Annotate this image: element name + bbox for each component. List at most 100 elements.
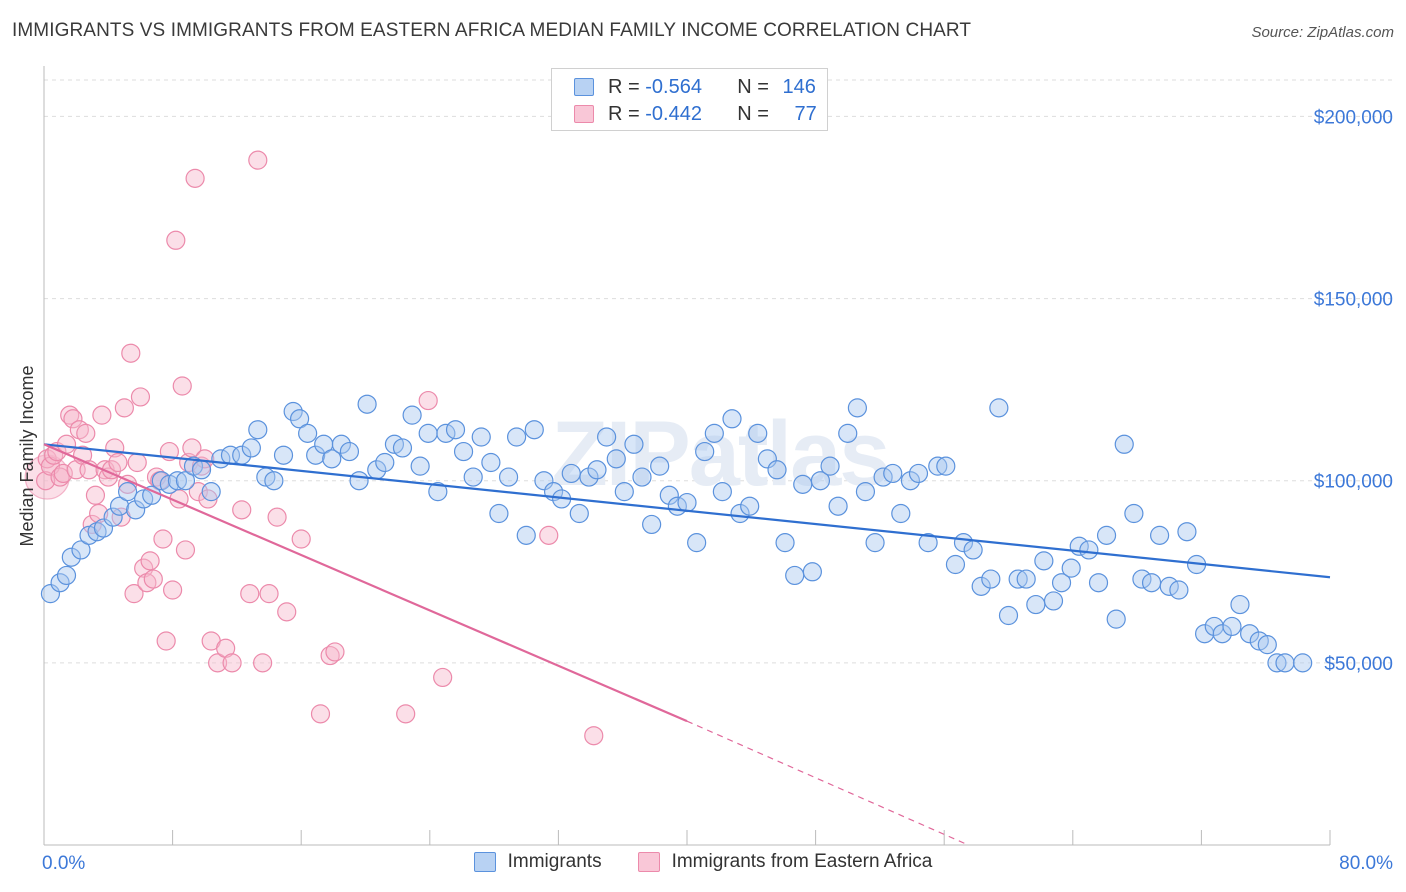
point-immigrants [873,467,893,487]
point-immigrants [614,482,634,502]
point-immigrants [712,482,732,502]
point-immigrants [740,496,760,516]
point-eastern-africa [267,507,287,527]
legend-swatch-pink [574,105,594,123]
point-immigrants [722,409,742,429]
point-immigrants [349,471,369,491]
point-eastern-africa [291,529,311,549]
point-immigrants [524,420,544,440]
point-eastern-africa [121,343,141,363]
point-immigrants [918,533,938,553]
point-eastern-africa [53,463,73,484]
legend-r-value: -0.442 [645,102,702,125]
point-immigrants [298,423,318,443]
point-eastern-africa [63,409,83,429]
point-immigrants [695,441,715,462]
point-eastern-africa [108,452,128,473]
point-immigrants [730,503,750,524]
point-eastern-africa [433,667,453,688]
point-eastern-africa [60,405,80,425]
point-eastern-africa [76,423,96,443]
point-immigrants [61,547,81,567]
point-immigrants [1293,653,1313,673]
point-immigrants [1240,624,1260,644]
legend-swatch-blue [574,78,594,96]
point-eastern-africa [134,558,154,578]
point-eastern-africa [163,580,183,600]
legend-row-eastern-africa: R = -0.442 N = 77 [574,102,817,126]
point-eastern-africa [325,642,345,662]
point-immigrants [1016,569,1036,589]
point-eastern-africa [85,485,106,505]
legend-n-label: N = [737,102,775,125]
point-immigrants [322,449,342,469]
point-eastern-africa [69,420,89,440]
point-immigrants [900,471,921,491]
point-immigrants [445,420,466,440]
point-eastern-africa [172,376,192,396]
point-immigrants [264,471,284,491]
correlation-legend: R = -0.564 N = 146 R = -0.442 N = 77 [551,68,828,131]
point-immigrants [650,456,670,476]
point-immigrants [597,427,617,447]
point-immigrants [963,540,983,560]
point-immigrants [632,467,652,487]
point-immigrants [606,449,626,469]
point-immigrants [1177,522,1197,542]
point-immigrants [50,573,70,593]
point-immigrants [402,405,422,425]
point-immigrants [998,605,1019,626]
point-immigrants [1230,594,1250,615]
point-immigrants [516,525,536,545]
point-immigrants [453,441,474,462]
point-eastern-africa [175,540,196,560]
y-tick-label: $100,000 [1314,472,1393,493]
point-immigrants [687,533,707,553]
point-immigrants [1061,558,1081,578]
point-immigrants [1034,551,1054,571]
point-immigrants [569,503,589,524]
legend-n-value: 146 [782,75,816,98]
point-immigrants [883,463,903,484]
legend-row-immigrants: R = -0.564 N = 146 [574,75,816,99]
point-immigrants [704,423,724,443]
legend-swatch-pink [637,852,660,872]
point-immigrants [820,456,840,476]
point-immigrants [507,427,527,447]
trendline-immigrants [43,443,1331,579]
point-immigrants [175,471,196,491]
point-immigrants [40,584,61,604]
y-axis-label: Median Family Income [17,365,37,546]
point-immigrants [1051,573,1072,593]
point-immigrants [392,438,413,458]
trendline-eastern-africa-extension [686,720,969,846]
point-eastern-africa [50,467,70,487]
point-eastern-africa [396,704,416,724]
point-eastern-africa [253,653,273,673]
point-immigrants [642,514,662,535]
point-immigrants [1141,573,1162,593]
point-immigrants [989,398,1009,418]
point-immigrants [855,482,876,502]
point-immigrants [561,463,581,484]
point-eastern-africa [166,230,186,250]
point-immigrants [1043,591,1064,611]
y-tick-label: $200,000 [1314,107,1393,128]
point-immigrants [471,427,491,447]
point-eastern-africa [418,390,438,411]
point-eastern-africa [222,653,242,673]
point-immigrants [167,471,188,491]
point-immigrants [1114,434,1134,454]
point-eastern-africa [92,405,112,425]
legend-item-eastern-africa: Immigrants from Eastern Africa [637,851,932,873]
point-immigrants [1088,573,1109,593]
point-immigrants [109,496,130,516]
point-immigrants [56,565,77,586]
point-immigrants [891,503,911,524]
x-tick-label: 80.0% [1339,853,1393,874]
point-immigrants [489,503,509,524]
point-immigrants [1106,609,1126,629]
point-immigrants [936,456,956,476]
point-eastern-africa [137,573,157,593]
point-immigrants [273,445,294,465]
